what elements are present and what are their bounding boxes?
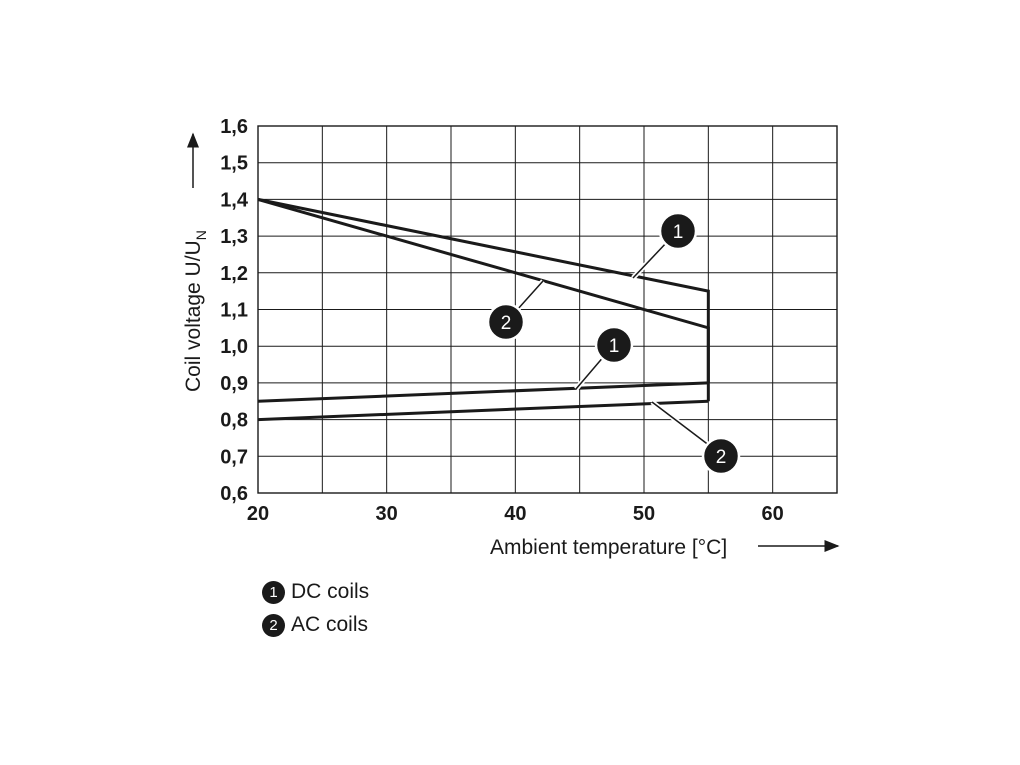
data-lines xyxy=(257,197,710,422)
callout-leader-line xyxy=(651,401,711,447)
y-tick-label: 1,4 xyxy=(220,189,249,211)
callout-badge-number: 1 xyxy=(673,222,684,243)
y-tick-label: 0,8 xyxy=(220,410,248,432)
legend-badge-1: 1 xyxy=(262,580,285,604)
x-tick-label: 50 xyxy=(633,503,655,525)
y-tick-label: 1,3 xyxy=(220,226,248,248)
legend-item-dc: 1 DC coils xyxy=(262,580,369,604)
tick-labels: 0,6 0,7 0,8 0,9 1,0 1,1 1,2 1,3 1,4 1,5 1,6 20 30 40 5… xyxy=(220,116,784,525)
y-tick-label: 1,5 xyxy=(220,153,248,175)
callout-badge-number: 2 xyxy=(716,447,727,468)
series-line-dc-coils-lower xyxy=(257,381,709,403)
callout-badge xyxy=(486,302,526,342)
x-tick-label: 30 xyxy=(376,503,398,525)
y-axis-label: Coil voltage U/U xyxy=(182,240,205,392)
plot-frame xyxy=(257,125,838,494)
legend-badge-2: 2 xyxy=(262,613,285,637)
y-tick-label: 0,7 xyxy=(220,446,248,468)
legend-item-ac: 2 AC coils xyxy=(262,613,368,637)
x-axis-label: Ambient temperature [°C] xyxy=(490,536,727,559)
y-tick-label: 1,2 xyxy=(220,263,248,285)
y-tick-label: 1,0 xyxy=(220,336,248,358)
series-line-dc-coils-upper xyxy=(257,197,710,383)
y-tick-label: 1,1 xyxy=(220,300,248,322)
y-axis-label-subscript: N xyxy=(193,230,209,240)
callout-badge xyxy=(701,436,741,476)
x-tick-label: 40 xyxy=(504,503,526,525)
callout-badge-number: 2 xyxy=(501,313,512,334)
curve-badges: 1 2 1 2 xyxy=(486,211,741,476)
callout-badge xyxy=(594,325,634,365)
callout-leader-line xyxy=(632,240,669,279)
svg-text:Coil voltage U/UN: Coil voltage U/UN xyxy=(182,230,209,392)
callout-leader-line xyxy=(516,280,544,311)
y-tick-label: 0,9 xyxy=(220,373,248,395)
callout-badge-number: 1 xyxy=(609,336,620,357)
legend-label-dc: DC coils xyxy=(291,580,370,603)
x-tick-label: 60 xyxy=(762,503,784,525)
grid xyxy=(257,125,838,494)
y-tick-label: 0,6 xyxy=(220,483,248,505)
x-tick-label: 20 xyxy=(247,503,269,525)
legend-label-ac: AC coils xyxy=(291,613,369,636)
y-tick-label: 1,6 xyxy=(220,116,248,138)
series-line-ac-coils-upper xyxy=(257,197,710,402)
series-line-ac-coils-lower xyxy=(257,399,709,422)
y-axis-title: Coil voltage U/UN xyxy=(182,230,209,392)
callout-badge xyxy=(658,211,698,251)
callout-leader-line xyxy=(575,354,606,390)
